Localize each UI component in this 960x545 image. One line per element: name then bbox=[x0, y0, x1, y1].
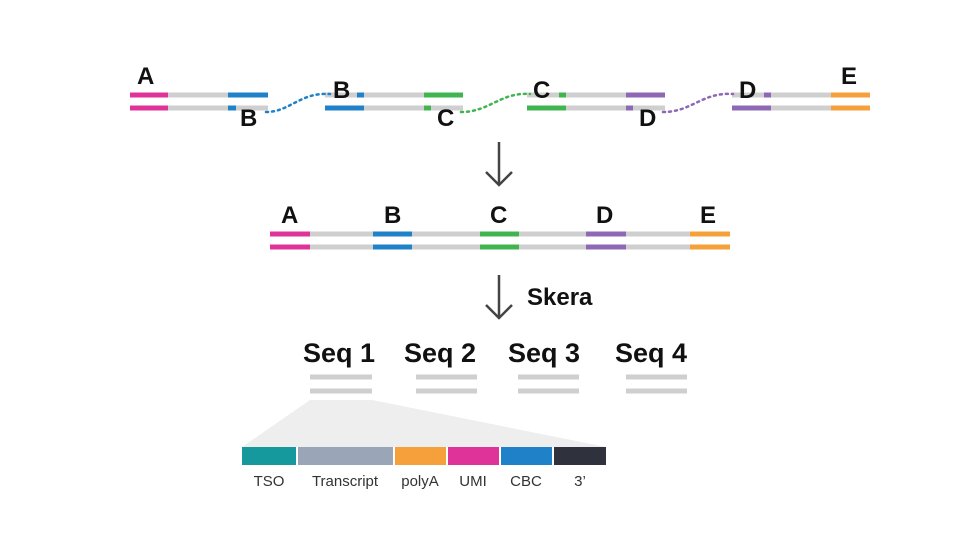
legend-label-transcript: Transcript bbox=[312, 473, 379, 490]
label-d: D bbox=[596, 202, 613, 229]
joined-row: A B C D E bbox=[270, 202, 730, 250]
segment-d-e bbox=[732, 92, 870, 111]
top-row: A B B C C D D E bbox=[130, 63, 870, 132]
down-arrow-1 bbox=[485, 142, 513, 187]
legend-label-cbc: CBC bbox=[510, 473, 542, 490]
segment-a-b bbox=[130, 92, 268, 111]
legend-label-3prime: 3’ bbox=[574, 473, 586, 490]
label-c: C bbox=[490, 202, 507, 229]
label-d: D bbox=[739, 77, 756, 104]
label-c: C bbox=[437, 105, 454, 132]
segment-b-c bbox=[325, 92, 463, 111]
legend-swatch-tso bbox=[242, 447, 296, 465]
zoom-wedge bbox=[242, 400, 606, 447]
legend-swatch-polya bbox=[395, 447, 446, 465]
sequence-label: Seq 2 bbox=[404, 338, 476, 368]
sequence-label: Seq 3 bbox=[508, 338, 580, 368]
label-d: D bbox=[639, 105, 656, 132]
legend-label-tso: TSO bbox=[254, 473, 285, 490]
legend-swatch-transcript bbox=[298, 447, 393, 465]
legend-label-polya: polyA bbox=[401, 473, 439, 490]
label-b: B bbox=[240, 105, 257, 132]
dotted-connector-c bbox=[459, 92, 532, 114]
legend-swatch-3prime bbox=[554, 447, 606, 465]
label-a: A bbox=[281, 202, 298, 229]
label-c: C bbox=[533, 77, 550, 104]
label-e: E bbox=[841, 63, 857, 90]
sequence-label: Seq 1 bbox=[303, 338, 375, 368]
label-b: B bbox=[333, 77, 350, 104]
legend-label-umi: UMI bbox=[459, 473, 487, 490]
read-structure-legend: TSO Transcript polyA UMI CBC 3’ bbox=[242, 447, 606, 490]
sequence-list: Seq 1 Seq 2 Seq 3 Seq 4 bbox=[242, 338, 687, 447]
segment-c-d bbox=[527, 92, 665, 111]
dotted-connector-d bbox=[661, 92, 735, 114]
legend-swatch-umi bbox=[448, 447, 499, 465]
sequence-label: Seq 4 bbox=[615, 338, 687, 368]
label-a: A bbox=[137, 63, 154, 90]
label-b: B bbox=[384, 202, 401, 229]
dotted-connector-b bbox=[264, 92, 332, 114]
down-arrow-2 bbox=[485, 275, 513, 320]
label-e: E bbox=[700, 202, 716, 229]
legend-swatch-cbc bbox=[501, 447, 552, 465]
step-label-skera: Skera bbox=[527, 284, 593, 311]
